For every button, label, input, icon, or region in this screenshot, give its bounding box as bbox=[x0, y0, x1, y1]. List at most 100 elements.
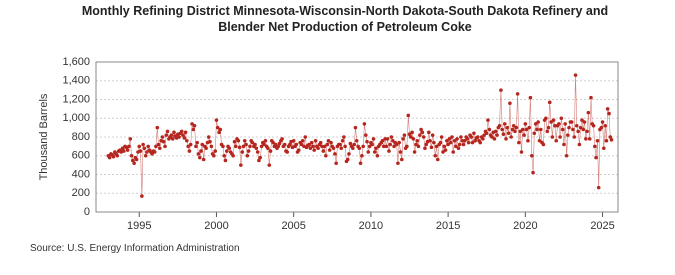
data-point bbox=[329, 140, 333, 145]
data-point bbox=[434, 144, 439, 149]
data-point bbox=[227, 146, 232, 151]
data-point bbox=[324, 153, 328, 158]
data-point bbox=[347, 152, 351, 156]
data-point bbox=[257, 158, 261, 163]
data-point bbox=[214, 118, 219, 122]
x-tick-label: 2025 bbox=[590, 220, 614, 232]
y-axis-label: Thousand Barrels bbox=[38, 93, 50, 180]
data-point bbox=[316, 146, 320, 151]
data-point bbox=[576, 129, 580, 134]
data-point bbox=[107, 155, 112, 160]
data-point bbox=[451, 150, 456, 154]
data-point bbox=[600, 120, 605, 124]
y-tick-label: 600 bbox=[72, 150, 90, 162]
data-point bbox=[429, 145, 434, 150]
data-point bbox=[421, 135, 426, 139]
data-point bbox=[201, 157, 206, 162]
source-note: Source: U.S. Energy Information Administ… bbox=[30, 243, 240, 254]
data-point bbox=[446, 142, 450, 147]
data-point bbox=[581, 127, 586, 132]
data-point bbox=[580, 118, 584, 122]
data-point bbox=[593, 144, 597, 149]
data-point bbox=[536, 120, 540, 124]
data-point bbox=[183, 130, 188, 135]
data-point bbox=[423, 146, 427, 151]
data-point bbox=[312, 148, 317, 152]
data-point bbox=[322, 144, 327, 149]
data-point bbox=[398, 150, 403, 154]
data-point bbox=[267, 163, 272, 167]
data-point bbox=[255, 150, 260, 154]
data-point bbox=[318, 140, 323, 145]
data-point bbox=[546, 125, 551, 130]
data-point bbox=[499, 88, 503, 92]
data-point bbox=[411, 137, 416, 141]
data-point bbox=[419, 127, 423, 132]
data-point bbox=[143, 153, 148, 158]
data-point bbox=[152, 150, 157, 154]
data-point bbox=[557, 122, 561, 126]
data-point bbox=[589, 95, 593, 100]
data-point bbox=[125, 148, 130, 152]
data-point bbox=[455, 137, 459, 141]
data-point bbox=[358, 161, 363, 166]
data-point bbox=[271, 140, 275, 145]
data-point bbox=[484, 131, 489, 136]
data-point bbox=[222, 153, 226, 158]
data-point bbox=[599, 125, 604, 130]
data-point bbox=[441, 150, 445, 154]
data-point bbox=[254, 146, 259, 151]
data-point bbox=[244, 142, 248, 147]
data-point bbox=[385, 137, 390, 141]
data-point bbox=[331, 146, 336, 151]
data-point bbox=[307, 142, 311, 147]
data-point bbox=[412, 150, 417, 154]
data-point bbox=[439, 135, 444, 139]
x-tick-label: 2005 bbox=[281, 220, 305, 232]
data-point bbox=[410, 130, 414, 135]
data-point bbox=[506, 131, 511, 136]
data-point bbox=[196, 152, 201, 156]
x-tick-label: 2000 bbox=[204, 220, 228, 232]
data-point bbox=[564, 153, 569, 158]
data-point bbox=[367, 144, 372, 149]
chart-title: Monthly Refining District Minnesota-Wisc… bbox=[81, 4, 609, 34]
data-point bbox=[351, 146, 355, 151]
data-point bbox=[258, 155, 262, 160]
data-point bbox=[361, 144, 365, 149]
data-point bbox=[587, 137, 592, 141]
data-point bbox=[154, 144, 158, 149]
data-point bbox=[530, 153, 534, 158]
data-point bbox=[240, 150, 245, 154]
data-point bbox=[342, 135, 346, 139]
data-point bbox=[475, 135, 480, 139]
data-point bbox=[582, 120, 587, 124]
data-point bbox=[177, 135, 181, 139]
data-point bbox=[514, 125, 519, 130]
data-point bbox=[553, 123, 557, 128]
data-point bbox=[266, 146, 270, 151]
data-point bbox=[276, 144, 281, 149]
data-point bbox=[527, 125, 531, 130]
data-point bbox=[241, 144, 246, 149]
data-point bbox=[500, 127, 504, 132]
data-point bbox=[194, 144, 198, 149]
data-point bbox=[280, 137, 284, 141]
data-point bbox=[544, 116, 548, 121]
y-tick-label: 0 bbox=[84, 206, 90, 218]
data-point bbox=[354, 138, 359, 143]
data-point bbox=[339, 146, 344, 151]
x-tick-label: 1995 bbox=[127, 220, 151, 232]
data-point bbox=[215, 125, 220, 130]
data-point bbox=[585, 129, 589, 134]
data-point bbox=[532, 131, 537, 136]
data-point bbox=[456, 146, 461, 151]
y-tick-label: 400 bbox=[72, 168, 90, 180]
data-point bbox=[577, 142, 582, 147]
data-point bbox=[273, 142, 278, 147]
data-point bbox=[321, 149, 326, 153]
data-point bbox=[454, 144, 458, 149]
data-point bbox=[246, 149, 251, 153]
data-point bbox=[309, 140, 314, 145]
data-point bbox=[129, 153, 134, 158]
